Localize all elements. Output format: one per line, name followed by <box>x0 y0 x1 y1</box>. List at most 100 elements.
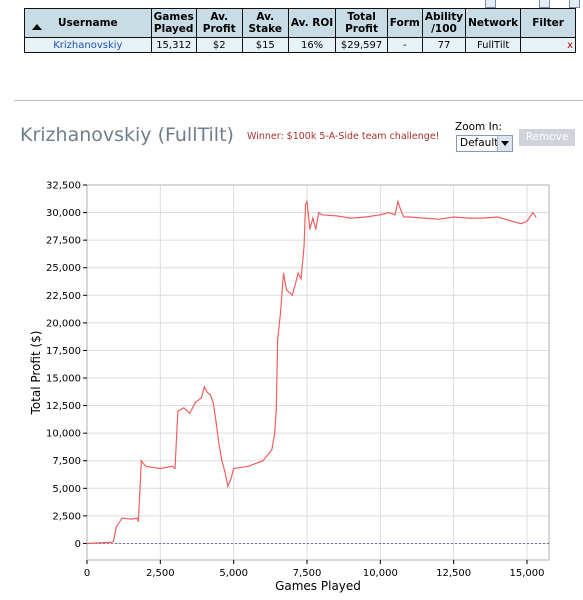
column-header-games-played[interactable]: Games Played <box>150 8 197 38</box>
y-axis-label: Total Profit ($) <box>29 331 43 416</box>
data-point <box>159 467 161 470</box>
av-roi-value: 16% <box>287 37 337 53</box>
network-value: FullTilt <box>465 37 522 53</box>
data-point <box>350 217 352 219</box>
data-point <box>409 216 411 218</box>
data-point <box>321 214 323 216</box>
y-tick-label: 12,500 <box>46 401 81 412</box>
column-header-total-profit[interactable]: Total Profit <box>335 8 388 38</box>
section-divider <box>14 100 583 101</box>
y-tick-label: 15,000 <box>46 374 81 385</box>
profit-chart: 0 2,500 5,000 7,500 10,000 12,500 15,000 17,500… <box>29 181 550 593</box>
data-point <box>291 294 293 296</box>
data-point <box>282 272 285 274</box>
data-point <box>233 467 235 470</box>
column-header-network[interactable]: Network <box>465 8 522 38</box>
column-header-av-profit[interactable]: Av. Profit <box>195 8 243 38</box>
data-point <box>467 217 469 219</box>
y-tick-label: 20,000 <box>46 318 81 329</box>
data-point <box>526 220 528 222</box>
data-point <box>183 407 185 409</box>
data-point <box>397 200 399 203</box>
column-header-av-roi[interactable]: Av. ROI <box>287 8 337 38</box>
data-point <box>200 397 202 399</box>
column-header-username[interactable]: Username <box>24 8 152 38</box>
data-point <box>221 460 223 462</box>
column-header-form[interactable]: Form <box>386 8 423 38</box>
data-point <box>365 216 367 218</box>
data-point <box>139 493 141 495</box>
remove-filter-icon[interactable]: x <box>520 37 576 53</box>
y-tick-label: 7,500 <box>52 456 81 467</box>
data-point <box>121 517 123 519</box>
ability-value: 77 <box>421 37 467 53</box>
y-tick-label: 17,500 <box>46 346 81 357</box>
y-tick-label: 25,000 <box>46 263 81 274</box>
x-tick-label: 0 <box>84 568 90 579</box>
data-point <box>423 217 425 219</box>
data-point <box>280 311 282 313</box>
data-point <box>109 541 112 543</box>
data-point <box>271 449 273 451</box>
data-point <box>511 220 513 222</box>
data-point <box>520 223 522 225</box>
total-profit-value: $29,597 <box>335 37 388 53</box>
x-tick-label: 10,000 <box>363 568 398 579</box>
x-axis-label: Games Played <box>275 579 361 593</box>
data-point <box>315 228 317 230</box>
x-tick-label: 15,000 <box>510 568 545 579</box>
y-tick-label: 10,000 <box>46 429 81 440</box>
y-tick-label: 32,500 <box>46 181 81 192</box>
document-icon[interactable] <box>539 0 550 8</box>
data-point <box>247 465 249 467</box>
y-tick-label: 0 <box>75 539 81 550</box>
remove-button[interactable]: Remove <box>519 129 575 146</box>
form-value: - <box>386 37 423 53</box>
zoom-select[interactable]: Default <box>456 135 513 152</box>
data-point <box>388 211 390 214</box>
data-point <box>532 211 534 214</box>
data-point <box>137 520 139 522</box>
username-link[interactable]: Krizhanovskiy <box>24 37 152 53</box>
data-point <box>140 460 142 462</box>
data-point <box>318 211 320 214</box>
y-tick-label: 27,500 <box>46 236 81 247</box>
av-profit-value: $2 <box>195 37 243 53</box>
data-point <box>497 216 499 218</box>
edit-icon[interactable] <box>569 0 580 8</box>
sort-up-arrow-icon[interactable] <box>31 23 42 30</box>
data-point <box>400 209 402 211</box>
y-tick-label: 30,000 <box>46 208 81 219</box>
data-point <box>130 518 132 520</box>
data-point <box>303 245 305 247</box>
column-header-av-stake[interactable]: Av. Stake <box>241 8 289 38</box>
y-tick-label: 2,500 <box>52 511 81 522</box>
stats-header-row: Username Games Played Av. Profit Av. Sta… <box>24 8 576 38</box>
data-point <box>98 542 100 544</box>
data-point <box>335 215 337 217</box>
data-point <box>209 393 211 396</box>
chevron-down-icon[interactable] <box>497 136 512 151</box>
data-point <box>274 432 276 434</box>
data-point <box>206 391 208 393</box>
data-point <box>482 217 484 219</box>
y-tick-label: 22,500 <box>46 291 81 302</box>
column-header-ability[interactable]: Ability /100 <box>421 8 467 38</box>
page-title: Krizhanovskiy (FullTilt) <box>20 124 234 146</box>
data-point <box>535 216 537 218</box>
zoom-select-value: Default <box>460 137 499 149</box>
data-point <box>275 410 277 412</box>
data-point <box>304 204 307 206</box>
data-point <box>312 217 314 219</box>
data-point <box>227 485 229 487</box>
games-played-value: 15,312 <box>150 37 197 53</box>
plot-area <box>86 184 550 561</box>
data-point <box>277 338 279 341</box>
winner-link[interactable]: Winner: $100k 5-A-Side team challenge! <box>247 131 440 142</box>
data-point <box>177 410 179 412</box>
data-point <box>215 421 217 423</box>
data-point <box>262 460 264 462</box>
export-icon[interactable] <box>485 0 496 8</box>
data-point <box>112 540 114 542</box>
data-point <box>194 401 197 403</box>
